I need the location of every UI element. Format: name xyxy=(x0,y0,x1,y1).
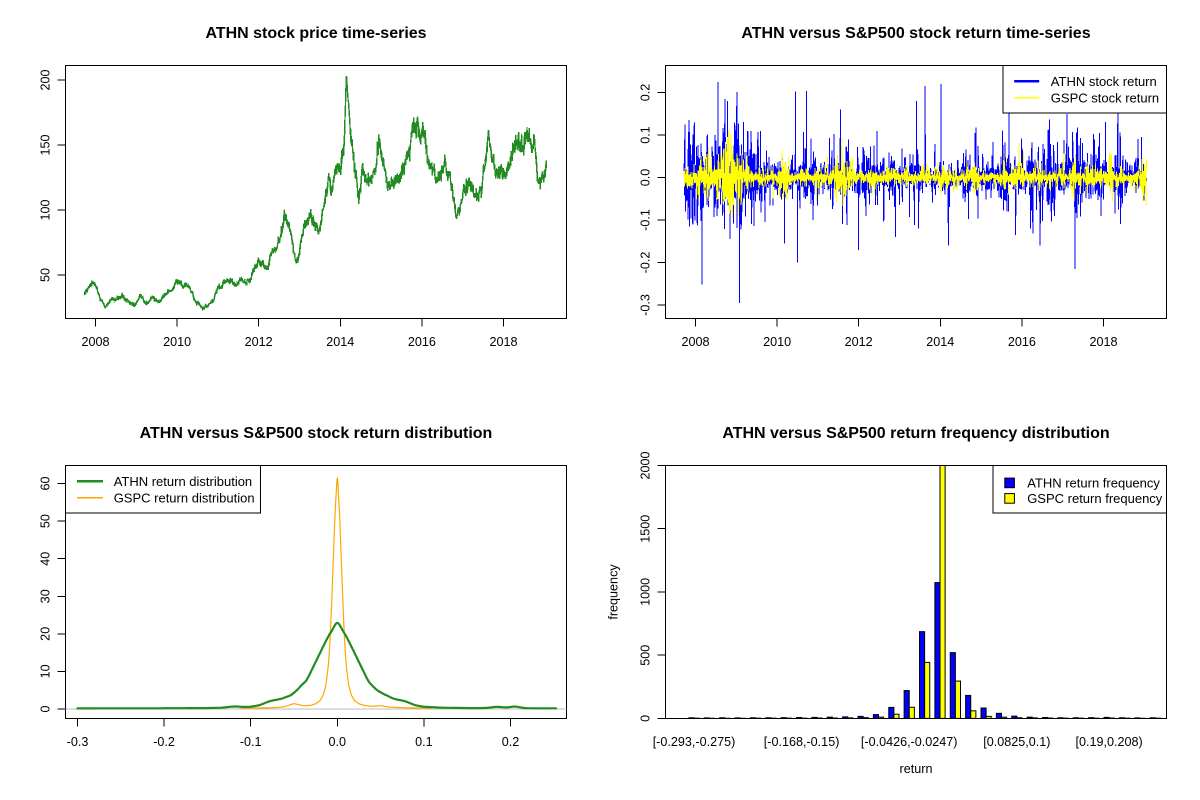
svg-text:[-0.0426,-0.0247): [-0.0426,-0.0247) xyxy=(861,735,958,749)
svg-text:60: 60 xyxy=(39,476,53,490)
svg-text:ATHN return distribution: ATHN return distribution xyxy=(114,474,252,489)
svg-text:200: 200 xyxy=(39,69,53,90)
svg-text:-0.2: -0.2 xyxy=(639,252,653,274)
svg-text:1500: 1500 xyxy=(639,515,653,543)
svg-text:[0.0825,0.1): [0.0825,0.1) xyxy=(983,735,1050,749)
svg-text:frequency: frequency xyxy=(607,564,621,620)
svg-text:-0.1: -0.1 xyxy=(240,735,262,749)
svg-text:0.1: 0.1 xyxy=(415,735,433,749)
svg-text:50: 50 xyxy=(39,514,53,528)
svg-text:2018: 2018 xyxy=(1089,335,1117,349)
svg-text:GSPC return frequency: GSPC return frequency xyxy=(1027,491,1163,506)
svg-text:ATHN versus S&P500 stock retur: ATHN versus S&P500 stock return distribu… xyxy=(140,425,493,442)
svg-text:1000: 1000 xyxy=(639,578,653,606)
svg-text:2012: 2012 xyxy=(245,335,273,349)
svg-text:100: 100 xyxy=(39,199,53,220)
svg-text:ATHN return frequency: ATHN return frequency xyxy=(1027,475,1160,490)
svg-text:10: 10 xyxy=(39,664,53,678)
svg-text:2014: 2014 xyxy=(326,335,354,349)
svg-text:2010: 2010 xyxy=(763,335,791,349)
svg-text:150: 150 xyxy=(39,134,53,155)
svg-text:GSPC return distribution: GSPC return distribution xyxy=(114,490,255,505)
svg-text:2018: 2018 xyxy=(489,335,517,349)
svg-text:ATHN versus S&P500 return freq: ATHN versus S&P500 return frequency dist… xyxy=(722,425,1109,442)
svg-text:2012: 2012 xyxy=(845,335,873,349)
svg-text:500: 500 xyxy=(639,645,653,666)
svg-text:return: return xyxy=(900,762,933,776)
svg-text:0: 0 xyxy=(39,705,53,712)
svg-text:0.2: 0.2 xyxy=(502,735,520,749)
svg-text:40: 40 xyxy=(39,552,53,566)
svg-text:[0.19,0.208): [0.19,0.208) xyxy=(1075,735,1142,749)
svg-text:-0.3: -0.3 xyxy=(67,735,89,749)
svg-text:0: 0 xyxy=(639,715,653,722)
svg-text:2008: 2008 xyxy=(681,335,709,349)
svg-text:2010: 2010 xyxy=(163,335,191,349)
svg-text:2016: 2016 xyxy=(408,335,436,349)
svg-text:20: 20 xyxy=(39,627,53,641)
svg-text:2014: 2014 xyxy=(926,335,954,349)
svg-text:2000: 2000 xyxy=(639,451,653,479)
svg-text:0.1: 0.1 xyxy=(639,126,653,144)
svg-text:0.0: 0.0 xyxy=(329,735,347,749)
svg-text:[-0.168,-0.15): [-0.168,-0.15) xyxy=(764,735,840,749)
svg-text:ATHN stock return: ATHN stock return xyxy=(1051,74,1157,89)
svg-text:ATHN stock price time-series: ATHN stock price time-series xyxy=(205,25,426,42)
svg-text:30: 30 xyxy=(39,589,53,603)
svg-text:-0.2: -0.2 xyxy=(153,735,175,749)
svg-text:-0.1: -0.1 xyxy=(639,209,653,231)
svg-text:ATHN versus S&P500 stock retur: ATHN versus S&P500 stock return time-ser… xyxy=(741,25,1090,42)
svg-text:0.2: 0.2 xyxy=(639,84,653,102)
svg-text:[-0.293,-0.275): [-0.293,-0.275) xyxy=(653,735,736,749)
svg-text:2008: 2008 xyxy=(81,335,109,349)
svg-text:0.0: 0.0 xyxy=(639,169,653,187)
svg-text:-0.3: -0.3 xyxy=(639,294,653,316)
svg-text:50: 50 xyxy=(39,268,53,282)
svg-text:2016: 2016 xyxy=(1008,335,1036,349)
svg-text:GSPC stock return: GSPC stock return xyxy=(1051,90,1159,105)
